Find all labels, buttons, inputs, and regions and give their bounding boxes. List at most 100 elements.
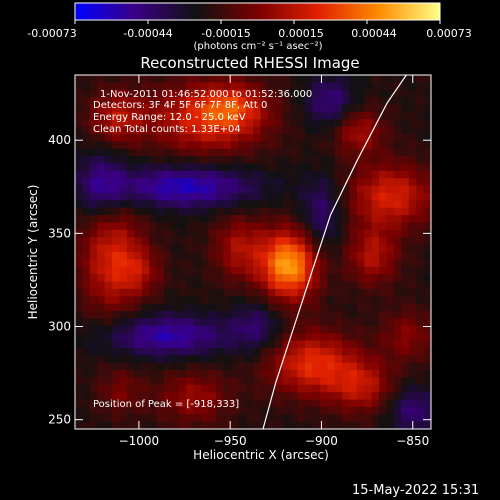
heatmap-cell [89,229,98,238]
heatmap-cell [104,126,113,135]
heatmap-cell [416,288,425,297]
heatmap-cell [423,303,431,312]
heatmap-cell [149,200,158,209]
heatmap-cell [386,126,395,135]
heatmap-cell [319,377,328,386]
heatmap-cell [401,266,410,275]
heatmap-cell [290,111,299,120]
heatmap-cell [334,303,343,312]
heatmap-cell [393,296,402,305]
heatmap-cell [349,362,358,371]
heatmap-cell [126,296,135,305]
heatmap-cell [104,362,113,371]
heatmap-cell [282,200,291,209]
heatmap-cell [149,148,158,157]
heatmap-cell [312,222,321,231]
heatmap-cell [304,318,313,327]
heatmap-cell [416,347,425,356]
heatmap-cell [104,89,113,98]
heatmap-cell [304,406,313,415]
heatmap-cell [334,244,343,253]
heatmap-cell [267,178,276,187]
heatmap-cell [275,134,284,142]
heatmap-cell [201,163,210,172]
heatmap-cell [401,347,410,356]
heatmap-cell [104,296,113,305]
heatmap-cell [334,384,343,393]
heatmap-cell [223,406,232,415]
heatmap-cell [312,362,321,371]
heatmap-cell [201,185,210,194]
heatmap-cell [245,296,254,305]
heatmap-cell [379,399,388,408]
heatmap-cell [208,134,217,142]
heatmap-cell [215,148,224,157]
heatmap-cell [223,259,232,268]
heatmap-cell [356,200,365,209]
heatmap-cell [75,303,84,312]
heatmap-cell [364,185,373,194]
heatmap-cell [334,82,343,91]
heatmap-cell [416,75,425,83]
heatmap-cell [379,274,388,283]
heatmap-cell [208,75,217,83]
heatmap-cell [149,303,158,312]
heatmap-cell [349,200,358,209]
heatmap-cell [408,370,417,378]
heatmap-cell [149,111,158,120]
heatmap-cell [327,347,336,356]
heatmap-cell [97,392,106,401]
heatmap-cell [134,89,143,98]
heatmap-cell [312,274,321,283]
heatmap-cell [416,163,425,172]
heatmap-cell [253,362,262,371]
heatmap-cell [156,414,165,423]
heatmap-cell [423,266,431,275]
heatmap-cell [297,126,306,135]
heatmap-cell [267,311,276,319]
heatmap-cell [364,215,373,224]
heatmap-cell [304,392,313,401]
heatmap-cell [386,148,395,157]
heatmap-cell [156,266,165,275]
heatmap-cell [379,237,388,246]
heatmap-cell [164,229,173,238]
heatmap-cell [223,347,232,356]
heatmap-cell [223,399,232,408]
heatmap-cell [319,185,328,194]
heatmap-cell [164,377,173,386]
heatmap-cell [386,362,395,371]
heatmap-cell [238,311,247,319]
heatmap-cell [186,340,195,349]
heatmap-cell [112,89,121,98]
heatmap-cell [371,222,380,231]
colorbar-tick-label: -0.00044 [123,27,172,40]
heatmap-cell [156,340,165,349]
heatmap-cell [245,281,254,290]
heatmap-cell [75,392,84,401]
heatmap-cell [364,207,373,216]
heatmap-cell [171,126,180,135]
heatmap-cell [97,406,106,415]
heatmap-cell [82,266,91,275]
heatmap-cell [215,252,224,260]
heatmap-cell [149,163,158,172]
heatmap-cell [401,318,410,327]
heatmap-cell [260,237,269,246]
heatmap-cell [282,163,291,172]
heatmap-cell [126,156,135,165]
heatmap-cell [208,274,217,283]
heatmap-cell [208,421,217,429]
heatmap-cell [171,274,180,283]
heatmap-cell [119,384,128,393]
heatmap-cell [82,370,91,378]
heatmap-cell [319,274,328,283]
heatmap-cell [208,163,217,172]
heatmap-cell [230,156,239,165]
heatmap-cell [260,333,269,342]
heatmap-cell [371,185,380,194]
heatmap-cell [290,163,299,172]
heatmap-cell [267,156,276,165]
heatmap-cell [126,170,135,179]
